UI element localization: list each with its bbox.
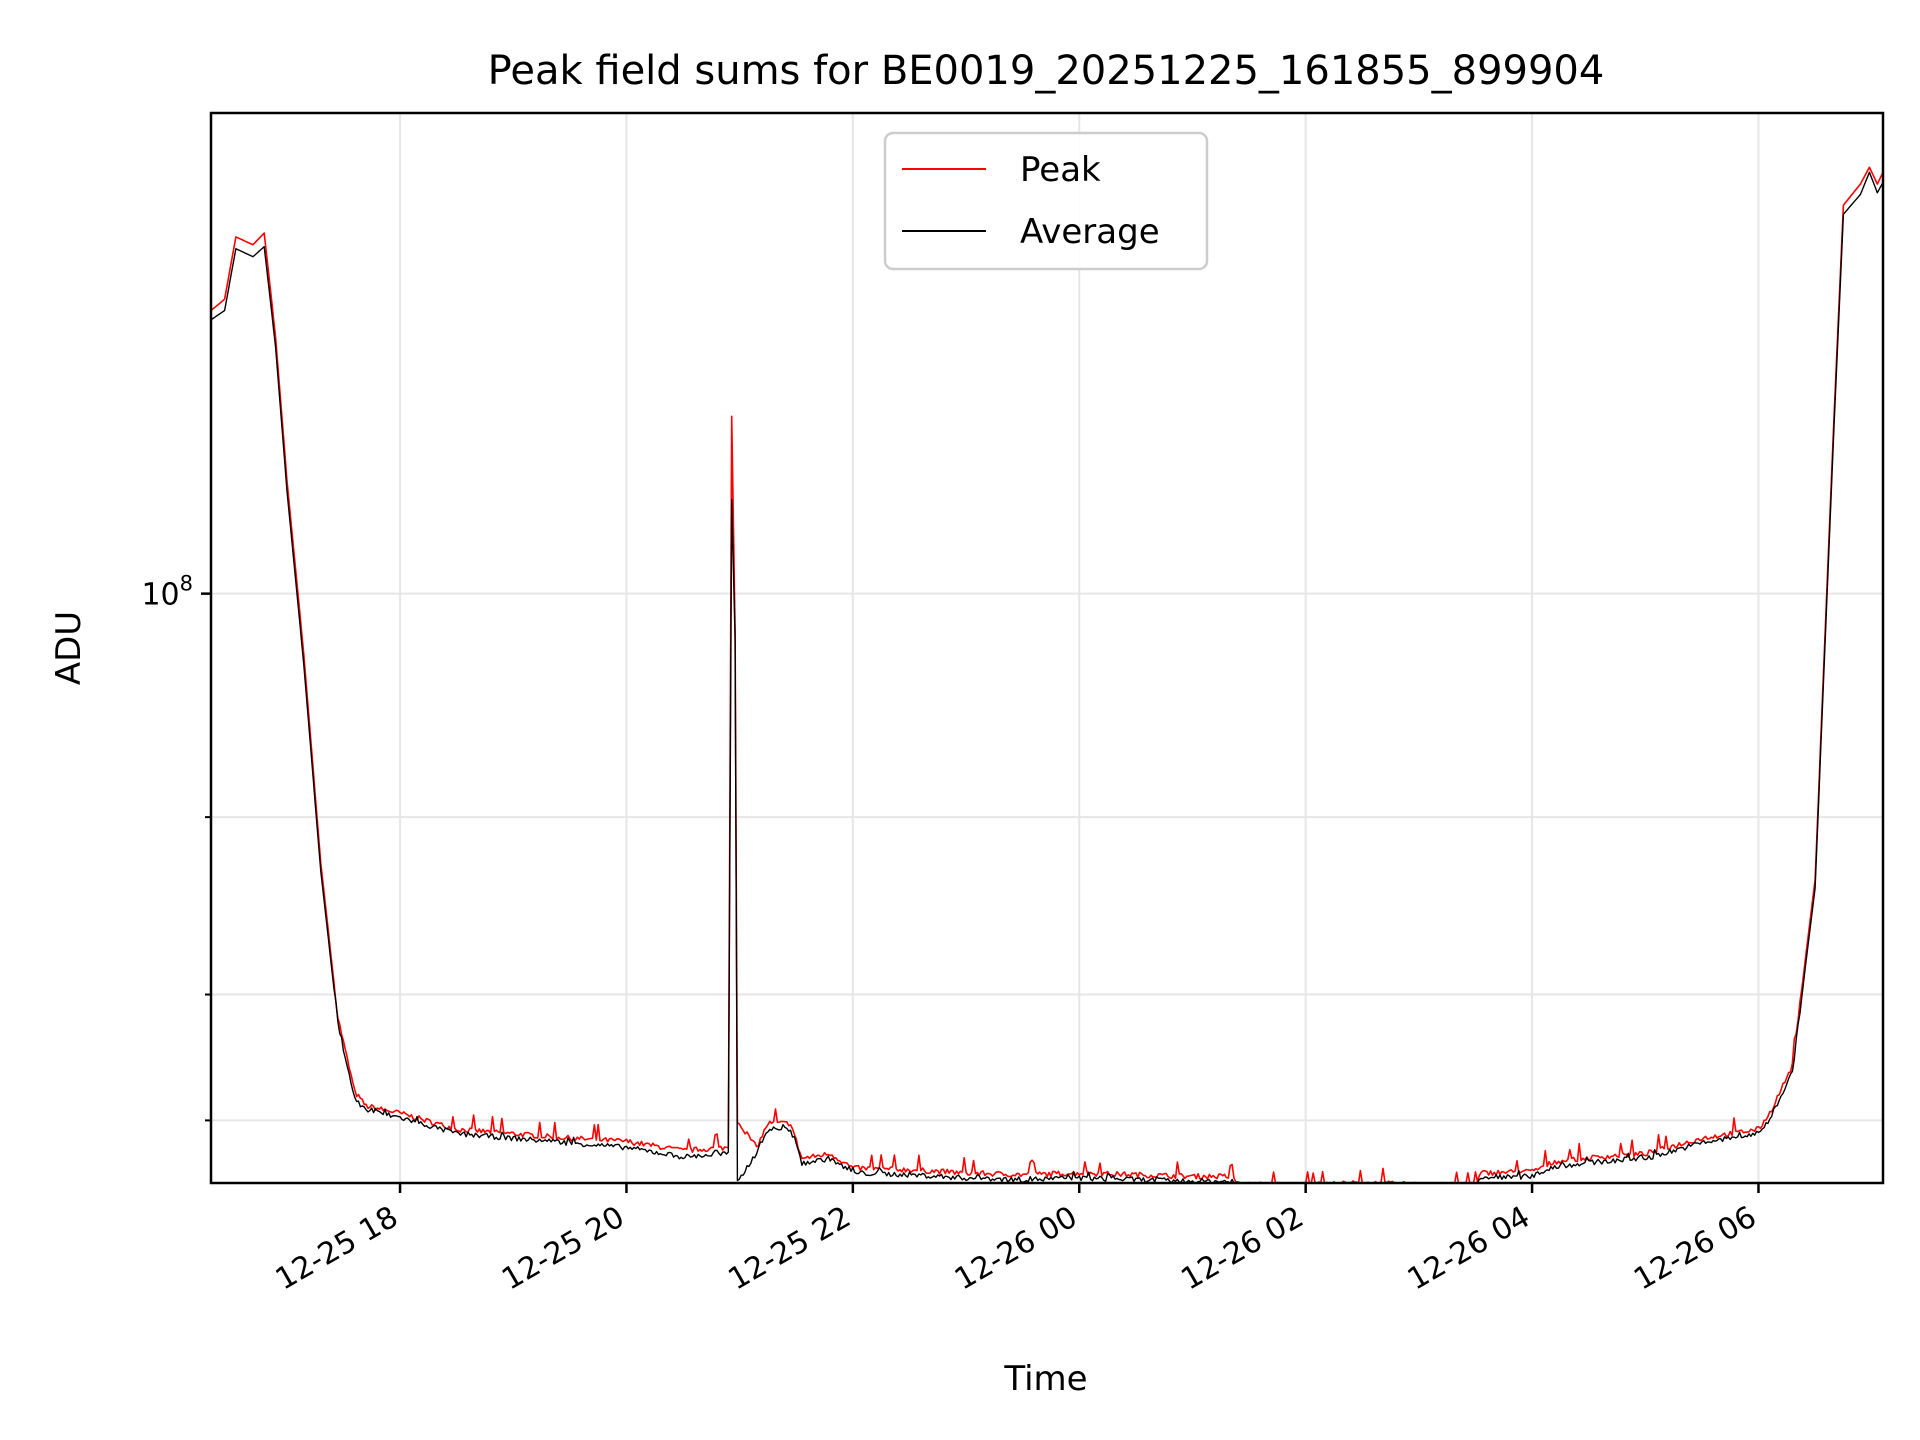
y-tick-label: 108 xyxy=(141,572,193,613)
x-tick-label: 12-26 06 xyxy=(1628,1200,1762,1298)
y-axis-ticks: 108 xyxy=(141,572,211,1122)
series-group xyxy=(210,166,1884,1184)
x-tick-label: 12-26 00 xyxy=(949,1200,1083,1298)
x-axis-ticks: 12-25 18 12-25 20 12-25 22 12-26 00 12-26 02… xyxy=(270,1183,1762,1298)
grid-lines xyxy=(211,113,1883,1183)
y-tick-label-base: 10 xyxy=(141,578,179,613)
x-tick-label: 12-26 04 xyxy=(1402,1200,1536,1298)
x-tick-label: 12-25 18 xyxy=(270,1200,404,1298)
y-axis-label: ADU xyxy=(49,611,89,685)
series-line-average xyxy=(210,171,1884,1184)
x-axis-label: Time xyxy=(1003,1359,1087,1399)
legend-label-average: Average xyxy=(1020,212,1160,252)
legend: Peak Average xyxy=(883,131,1209,271)
chart-title: Peak field sums for BE0019_20251225_1618… xyxy=(488,48,1605,94)
x-tick-label: 12-25 20 xyxy=(496,1200,630,1298)
x-tick-label: 12-26 02 xyxy=(1175,1200,1309,1298)
y-tick-label-exponent: 8 xyxy=(180,572,193,596)
x-tick-label: 12-25 22 xyxy=(723,1200,857,1298)
legend-box xyxy=(883,131,1209,271)
series-line-peak xyxy=(210,166,1884,1184)
plot-frame xyxy=(209,111,1885,1185)
legend-label-peak: Peak xyxy=(1020,150,1101,190)
